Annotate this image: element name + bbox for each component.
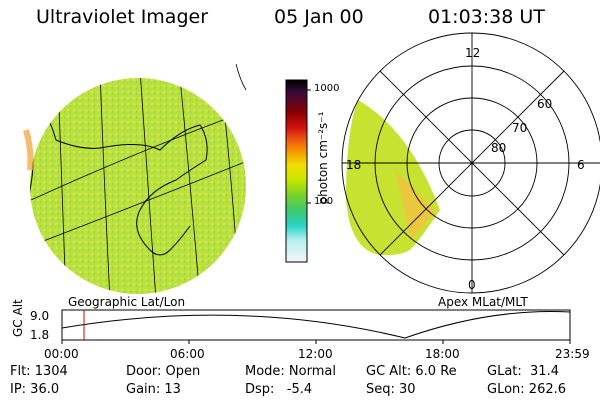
altitude-ylabel: GC Alt bbox=[11, 299, 25, 337]
colorbar-tick-label: 1000 bbox=[314, 83, 340, 94]
time-label: 01:03:38 UT bbox=[428, 6, 545, 28]
colorbar bbox=[285, 79, 308, 263]
altitude-xtick: 06:00 bbox=[170, 347, 205, 361]
status-gain: Gain: 13 bbox=[126, 382, 181, 397]
auroral-oval-fill bbox=[346, 100, 440, 256]
status-dsp: Dsp: -5.4 bbox=[245, 382, 313, 397]
status-glon: GLon: 262.6 bbox=[487, 382, 567, 397]
status-mode: Mode: Normal bbox=[245, 364, 336, 379]
mlt-label-12: 12 bbox=[465, 46, 481, 60]
status-seq: Seq: 30 bbox=[366, 382, 416, 397]
auroral-oval-bright bbox=[395, 170, 435, 240]
mlt-label-18: 18 bbox=[346, 158, 362, 172]
lat-label-60: 60 bbox=[537, 97, 553, 111]
lat-label-80: 80 bbox=[491, 141, 507, 155]
status-flt: Flt: 1304 bbox=[10, 364, 68, 379]
latitude-line bbox=[30, 109, 246, 206]
altitude-curve bbox=[61, 311, 571, 339]
longitude-line bbox=[139, 78, 157, 294]
polar-image bbox=[346, 100, 440, 256]
altitude-xtick: 23:59 bbox=[555, 347, 590, 361]
altitude-xticks bbox=[61, 340, 571, 344]
status-door: Door: Open bbox=[126, 364, 201, 379]
coastline bbox=[39, 107, 208, 256]
geo-bright-patch bbox=[23, 129, 34, 171]
altitude-xtick: 18:00 bbox=[425, 347, 460, 361]
lat-label-70: 70 bbox=[512, 121, 528, 135]
altitude-ytick: 9.0 bbox=[30, 309, 50, 323]
latitude-line bbox=[30, 159, 246, 251]
status-gc-alt: GC Alt: 6.0 Re bbox=[366, 364, 457, 379]
polar-panel-label: Apex MLat/MLT bbox=[438, 295, 528, 309]
mlt-label-6: 6 bbox=[577, 158, 585, 172]
polar-grid bbox=[341, 32, 600, 294]
status-ip: IP: 36.0 bbox=[10, 382, 60, 397]
geo-panel-label: Geographic Lat/Lon bbox=[68, 295, 186, 309]
date-label: 05 Jan 00 bbox=[274, 6, 364, 28]
longitude-line bbox=[99, 78, 111, 294]
altitude-xtick: 12:00 bbox=[298, 347, 333, 361]
status-glat: GLat: 31.4 bbox=[487, 364, 559, 379]
mlt-label-0: 0 bbox=[468, 278, 476, 292]
colorbar-unit-label: photon cm⁻²s⁻¹ bbox=[316, 111, 330, 205]
geo-coastline-edge bbox=[235, 63, 247, 91]
geo-image bbox=[23, 78, 246, 294]
altitude-plot-frame bbox=[61, 309, 571, 341]
altitude-ytick: 1.8 bbox=[30, 328, 50, 342]
colorbar-tick-label: 100 bbox=[314, 196, 334, 207]
instrument-title: Ultraviolet Imager bbox=[36, 6, 209, 28]
longitude-line bbox=[179, 78, 201, 294]
altitude-xtick: 00:00 bbox=[44, 347, 79, 361]
